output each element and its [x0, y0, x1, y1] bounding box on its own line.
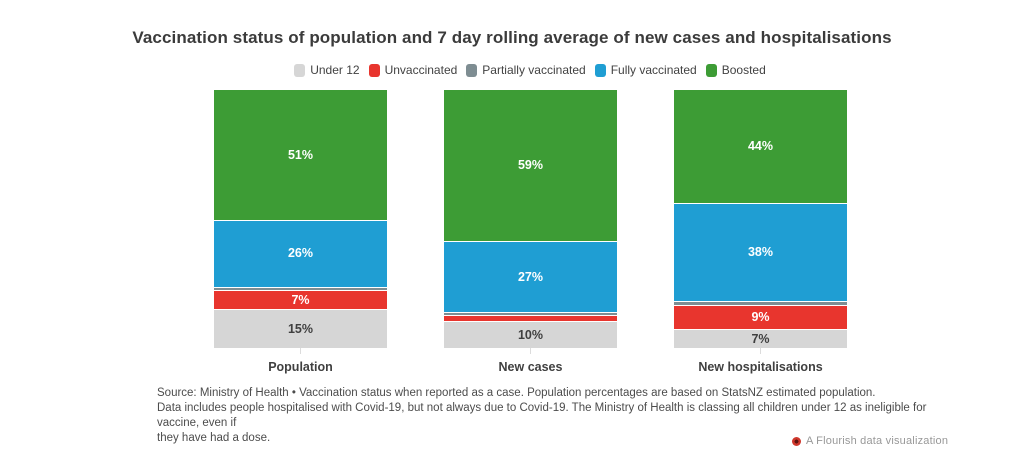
footer-line-3: they have had a dose.: [157, 432, 271, 444]
legend-swatch-icon: [294, 63, 306, 77]
segment-value-label: 7%: [291, 292, 310, 307]
legend-swatch-icon: [594, 63, 606, 77]
stacked-bar-new-hospitalisations: 44% 38% 9% 7%: [674, 90, 847, 348]
segment-value-label: 10%: [517, 327, 544, 342]
bar-segment-unvaccinated[interactable]: 7%: [214, 291, 387, 309]
bar-segment-under-12[interactable]: 10%: [444, 322, 617, 348]
legend-item-under-12[interactable]: Under 12: [294, 63, 360, 77]
flourish-logo-icon: [792, 436, 801, 446]
segment-value-label: 27%: [517, 269, 544, 284]
bar-segment-partially-vaccinated[interactable]: [674, 302, 847, 305]
bar-segment-fully-vaccinated[interactable]: 38%: [674, 203, 847, 302]
bar-segment-boosted[interactable]: 44%: [674, 90, 847, 203]
axis-ticks: [214, 348, 847, 354]
segment-value-label: 38%: [747, 245, 774, 260]
footer-line-2: Data includes people hospitalised with C…: [157, 402, 927, 429]
category-label-population: Population: [268, 360, 333, 374]
bar-segment-boosted[interactable]: 51%: [214, 90, 387, 220]
source-footer: Source: Ministry of Health • Vaccination…: [157, 386, 957, 446]
segment-value-label: 15%: [287, 321, 314, 336]
legend-item-label: Boosted: [721, 63, 766, 77]
flourish-attribution-label: A Flourish data visualization: [806, 435, 949, 447]
segment-value-label: 51%: [287, 147, 314, 162]
legend: Under 12 Unvaccinated Partially vaccinated…: [214, 63, 846, 77]
footer-line-1: Source: Ministry of Health • Vaccination…: [157, 387, 876, 399]
legend-item-unvaccinated[interactable]: Unvaccinated: [368, 63, 458, 77]
legend-swatch-icon: [368, 63, 380, 77]
tick-cell: [674, 348, 847, 354]
segment-value-label: 26%: [287, 246, 314, 261]
legend-item-label: Unvaccinated: [384, 63, 458, 77]
bar-segment-boosted[interactable]: 59%: [444, 90, 617, 242]
axis-tick: [300, 348, 301, 354]
bar-segment-unvaccinated[interactable]: 9%: [674, 305, 847, 330]
bar-segment-fully-vaccinated[interactable]: 27%: [444, 242, 617, 312]
legend-swatch-icon: [705, 63, 717, 77]
segment-value-label: 59%: [517, 158, 544, 173]
category-label-new-cases: New cases: [498, 360, 563, 374]
chart-title: Vaccination status of population and 7 d…: [132, 28, 892, 47]
legend-item-fully-vaccinated[interactable]: Fully vaccinated: [594, 63, 697, 77]
bar-segment-under-12[interactable]: 7%: [674, 330, 847, 348]
segment-value-label: 7%: [751, 331, 770, 346]
category-labels: Population New cases New hospitalisations: [214, 360, 847, 374]
legend-item-label: Under 12: [310, 63, 360, 77]
stacked-bar-population: 51% 26% 7% 15%: [214, 90, 387, 349]
legend-item-label: Fully vaccinated: [610, 63, 697, 77]
segment-value-label: 9%: [751, 310, 770, 325]
bar-segment-unvaccinated[interactable]: [444, 316, 617, 322]
legend-item-label: Partially vaccinated: [482, 63, 586, 77]
flourish-attribution-link[interactable]: A Flourish data visualization: [792, 435, 948, 447]
bar-segment-partially-vaccinated[interactable]: [214, 287, 387, 291]
legend-item-boosted[interactable]: Boosted: [705, 63, 766, 77]
category-label-new-hospitalisations: New hospitalisations: [698, 360, 823, 374]
bar-segment-fully-vaccinated[interactable]: 26%: [214, 220, 387, 287]
axis-tick: [530, 348, 531, 354]
bar-segment-partially-vaccinated[interactable]: [444, 312, 617, 316]
segment-value-label: 44%: [747, 139, 774, 154]
stacked-bar-new-cases: 59% 27% 10%: [444, 90, 617, 348]
tick-cell: [214, 348, 387, 354]
tick-cell: [444, 348, 617, 354]
legend-item-partially-vaccinated[interactable]: Partially vaccinated: [466, 63, 586, 77]
bar-segment-under-12[interactable]: 15%: [214, 309, 387, 349]
legend-swatch-icon: [466, 63, 478, 77]
axis-tick: [760, 348, 761, 354]
stacked-bars: 51% 26% 7% 15% 59% 27% 10% 44% 38% 9% 7%: [214, 90, 847, 349]
